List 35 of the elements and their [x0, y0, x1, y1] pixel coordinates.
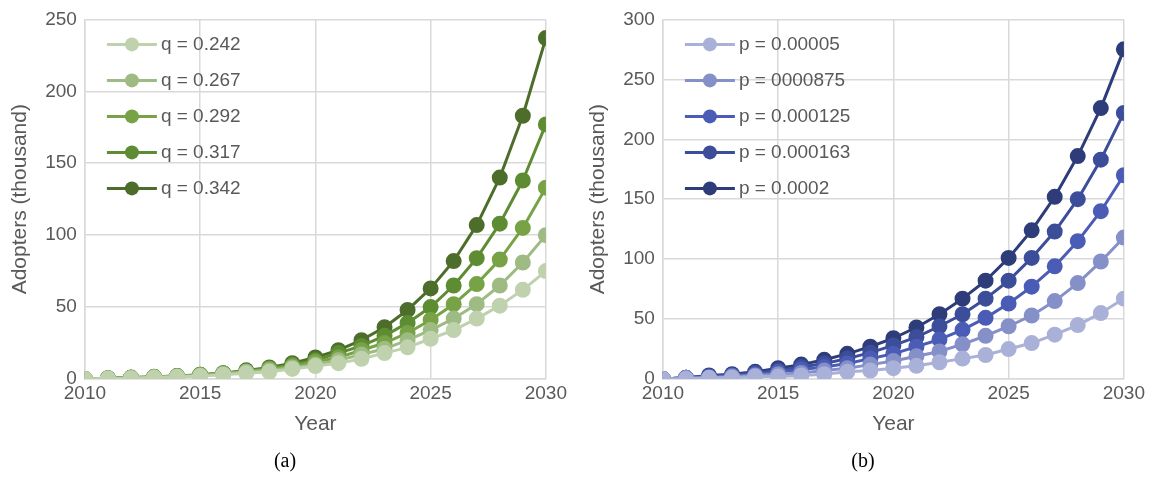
y-tick-label: 50 [633, 307, 655, 329]
y-tick-label: 50 [55, 295, 77, 317]
legend-label: p = 0.000163 [738, 140, 851, 162]
legend-label: q = 0.267 [160, 68, 241, 90]
y-tick-label: 300 [623, 7, 655, 29]
x-axis-title: Year [294, 411, 337, 435]
y-tick-label: 100 [45, 223, 77, 245]
x-tick-label: 2020 [872, 381, 915, 403]
x-tick-label: 2030 [524, 381, 568, 403]
text: (b) [850, 449, 876, 472]
x-tick-label: 2015 [179, 381, 222, 403]
legend-label: q = 0.292 [160, 104, 241, 126]
x-tick-label: 2020 [294, 381, 337, 403]
y-tick-label: 200 [45, 79, 77, 101]
legend-label: q = 0.342 [160, 176, 241, 198]
y-tick-label: 250 [45, 7, 77, 29]
legend-label: q = 0.242 [160, 32, 241, 54]
x-tick-label: 2025 [987, 381, 1030, 403]
legend-label: p = 0000875 [738, 68, 846, 90]
legend-label: q = 0.317 [160, 140, 241, 162]
legend-label: p = 0.0002 [738, 176, 830, 198]
y-tick-label: 100 [623, 247, 655, 269]
x-axis-title: Year [872, 411, 915, 435]
x-tick-label: 2015 [757, 381, 800, 403]
x-tick-label: 2030 [1102, 381, 1146, 403]
y-axis-title: Adopters (thousand) [7, 104, 31, 295]
legend-label: p = 0.000125 [738, 104, 851, 126]
y-tick-label: 250 [623, 67, 655, 89]
legend-label: p = 0.00005 [738, 32, 840, 54]
text: (a) [272, 449, 298, 472]
y-tick-label: 150 [45, 151, 77, 173]
y-tick-label: 200 [623, 127, 655, 149]
y-axis-title: Adopters (thousand) [585, 104, 609, 295]
x-tick-label: 2025 [409, 381, 452, 403]
y-tick-label: 150 [623, 187, 655, 209]
